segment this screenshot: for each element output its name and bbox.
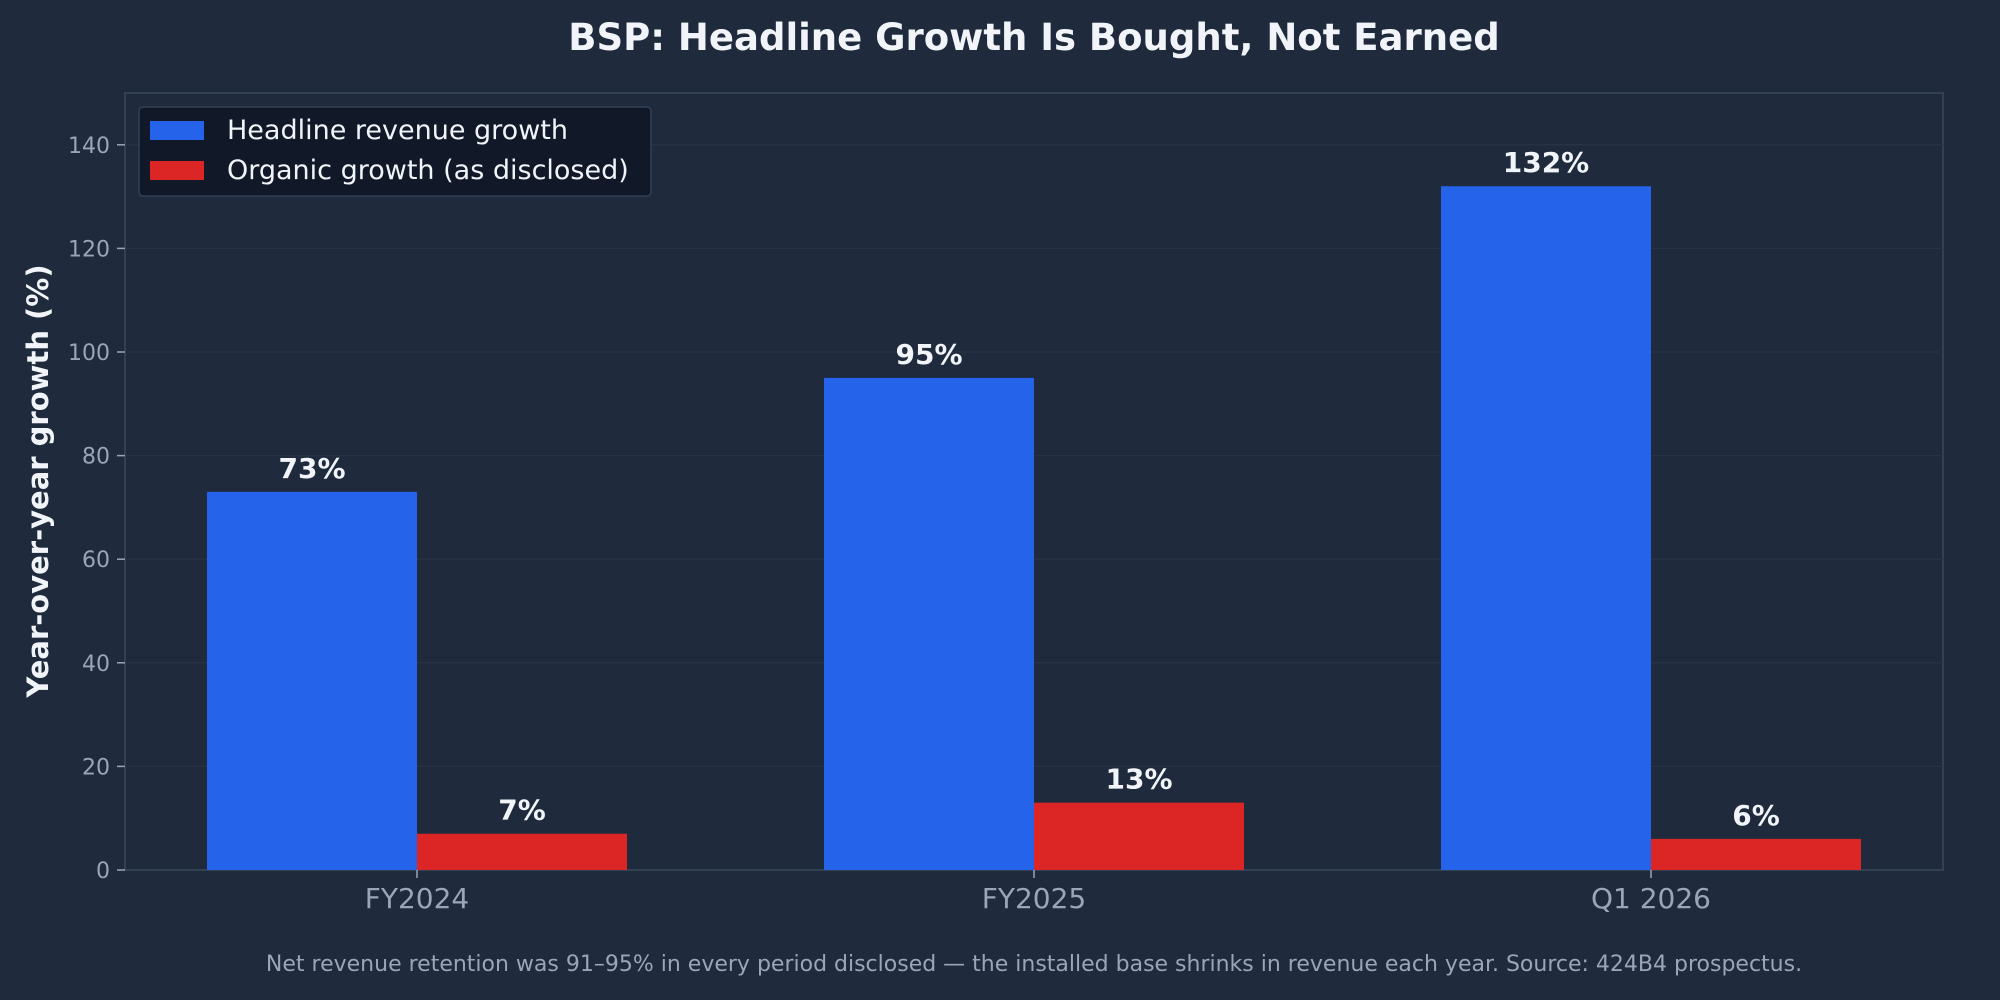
y-tick-label: 80 — [82, 445, 110, 470]
y-tick-label: 60 — [82, 548, 110, 573]
y-tick-label: 100 — [68, 341, 110, 366]
bar-organic-growth — [417, 833, 627, 870]
y-tick-label: 0 — [96, 859, 110, 884]
y-tick-label: 40 — [82, 652, 110, 677]
y-tick-label: 20 — [82, 755, 110, 780]
legend: Headline revenue growth Organic growth (… — [138, 106, 652, 197]
bar-headline-growth — [207, 491, 417, 870]
bar-organic-growth — [1651, 838, 1861, 870]
legend-box — [138, 106, 652, 197]
data-label-organic: 13% — [1105, 763, 1172, 796]
y-axis-ticks: 0 20 40 60 80 100 120 140 — [68, 134, 125, 884]
y-axis-label: Year-over-year growth (%) — [21, 264, 55, 698]
bar-headline-growth — [824, 377, 1034, 870]
bar-headline-growth — [1441, 186, 1651, 871]
x-tick-label: FY2024 — [365, 882, 469, 915]
legend-swatch-headline — [150, 121, 204, 140]
x-tick-label: Q1 2026 — [1591, 882, 1711, 915]
data-label-headline: 95% — [895, 338, 962, 371]
legend-label-headline: Headline revenue growth — [227, 115, 568, 146]
data-label-organic: 7% — [498, 794, 546, 827]
data-labels: 73% 7% 95% 13% 132% 6% — [278, 146, 1779, 832]
legend-swatch-organic — [150, 161, 204, 180]
bars — [207, 186, 1861, 871]
y-tick-label: 120 — [68, 237, 110, 262]
data-label-headline: 132% — [1503, 146, 1590, 179]
footnote: Net revenue retention was 91–95% in ever… — [266, 952, 1802, 977]
data-label-organic: 6% — [1732, 799, 1780, 832]
y-tick-label: 140 — [68, 134, 110, 159]
x-tick-label: FY2025 — [982, 882, 1086, 915]
chart-title: BSP: Headline Growth Is Bought, Not Earn… — [568, 16, 1499, 59]
data-label-headline: 73% — [278, 452, 345, 485]
bar-organic-growth — [1034, 802, 1244, 870]
legend-label-organic: Organic growth (as disclosed) — [227, 155, 629, 186]
x-axis-ticks: FY2024 FY2025 Q1 2026 — [365, 870, 1711, 915]
